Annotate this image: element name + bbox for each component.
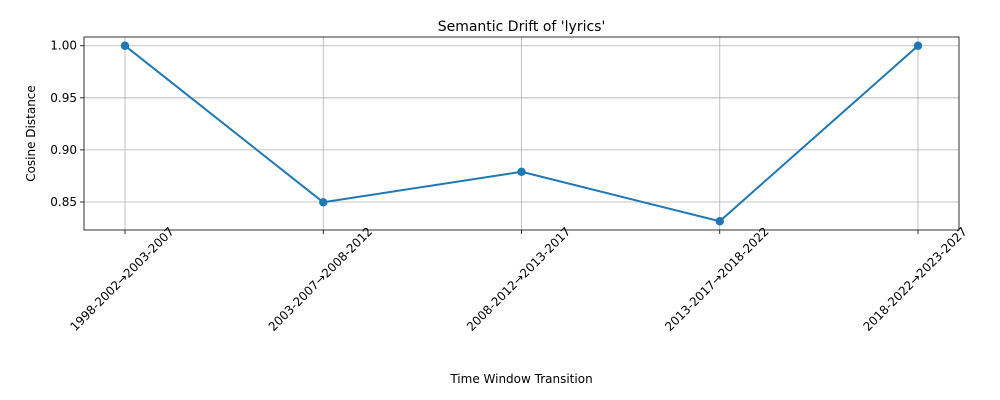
x-axis-label: Time Window Transition: [449, 372, 592, 386]
data-point: [517, 167, 526, 176]
y-tick-label: 0.95: [50, 91, 77, 105]
x-tick-label: 2008-2012→2013-2017: [464, 224, 574, 334]
data-point: [120, 41, 130, 50]
x-tick-label: 2013-2017→2018-2022: [662, 224, 772, 334]
data-point: [913, 41, 923, 50]
data-point: [319, 198, 328, 207]
grid-lines: [84, 37, 959, 230]
x-tick-label: 2003-2007→2008-2012: [266, 224, 376, 334]
x-axis: 1998-2002→2003-2007 2003-2007→2008-2012 20…: [67, 224, 970, 334]
x-tick-label: 1998-2002→2003-2007: [67, 224, 177, 334]
y-tick-label: 0.85: [50, 195, 77, 209]
y-axis-label: Cosine Distance: [24, 85, 38, 182]
series-group: [120, 41, 923, 226]
chart-title: Semantic Drift of 'lyrics': [438, 19, 606, 35]
y-axis: 0.85 0.90 0.95 1.00: [50, 39, 84, 209]
y-tick-label: 1.00: [50, 39, 77, 53]
x-tick-label: 2018-2022→2023-2027: [860, 224, 970, 334]
y-tick-label: 0.90: [50, 143, 77, 157]
data-point: [715, 217, 724, 226]
